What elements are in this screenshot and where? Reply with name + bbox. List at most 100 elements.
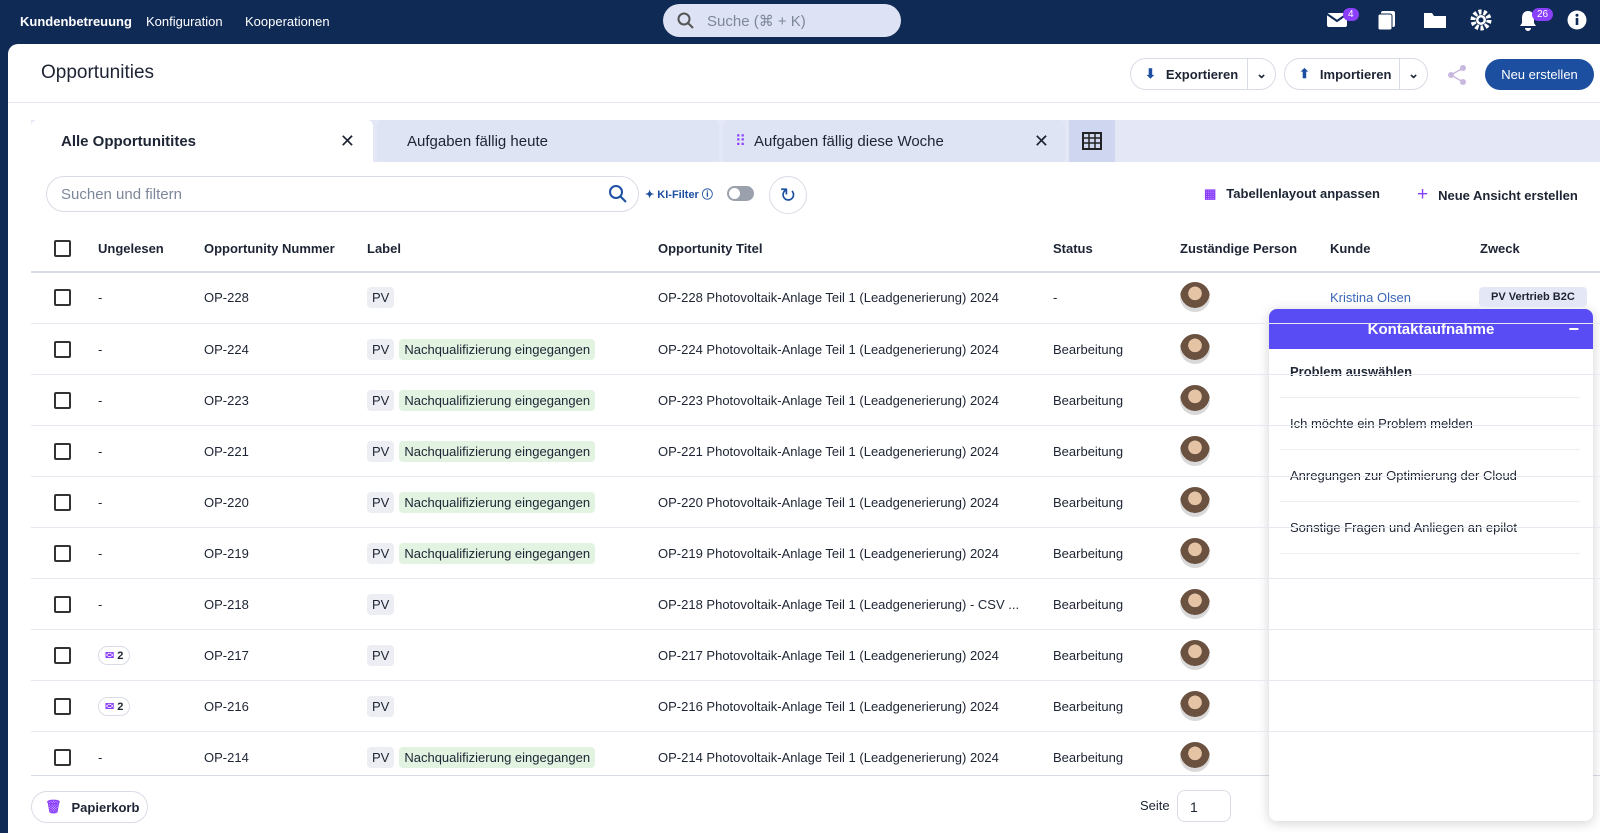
opportunity-number[interactable]: OP-219 — [204, 545, 249, 561]
row-checkbox[interactable] — [54, 646, 71, 664]
row-checkbox[interactable] — [54, 544, 71, 562]
opportunity-title[interactable]: OP-223 Photovoltaik-Anlage Teil 1 (Leadg… — [658, 392, 999, 408]
opportunity-number[interactable]: OP-220 — [204, 494, 249, 510]
row-checkbox[interactable] — [54, 340, 71, 358]
tab[interactable]: ⠿ Aufgaben fällig diese Woche ✕ — [723, 120, 1065, 162]
opportunity-number[interactable]: OP-217 — [204, 647, 249, 663]
ki-toggle[interactable] — [727, 186, 754, 201]
table-row[interactable]: - OP-223 PV Nachqualifizierung eingegangen O… — [31, 374, 1600, 425]
person-cell — [1180, 272, 1210, 322]
unread-badge: ✉ 2 — [98, 696, 131, 716]
opportunity-number[interactable]: OP-214 — [204, 749, 249, 765]
page-title: Opportunities — [41, 62, 155, 83]
nav-link[interactable]: Konfiguration — [146, 14, 223, 29]
opportunity-number[interactable]: OP-223 — [204, 392, 249, 408]
opportunity-title[interactable]: OP-218 Photovoltaik-Anlage Teil 1 (Leadg… — [658, 596, 1020, 612]
minimize-button[interactable]: − — [1568, 318, 1579, 339]
avatar — [1180, 385, 1210, 415]
contact-option[interactable]: Ich möchte ein Problem melden — [1280, 398, 1580, 450]
info-icon[interactable] — [1567, 10, 1587, 30]
column-header[interactable]: Ungelesen — [98, 241, 164, 256]
table-row[interactable]: - OP-218 PV OP-218 Photovoltaik-Anlage Teil… — [31, 578, 1600, 629]
table-row[interactable]: - OP-220 PV Nachqualifizierung eingegangen O… — [31, 476, 1600, 527]
status: Bearbeitung — [1053, 392, 1124, 408]
table-search[interactable]: Suchen und filtern — [46, 176, 639, 212]
checkbox-cell — [54, 375, 71, 425]
opportunity-title[interactable]: OP-228 Photovoltaik-Anlage Teil 1 (Leadg… — [658, 289, 999, 305]
purpose-cell: PV Vertrieb B2C — [1479, 272, 1587, 322]
mail-badge: 4 — [1343, 8, 1359, 21]
new-view-button[interactable]: + Neue Ansicht erstellen — [1417, 184, 1578, 205]
opportunity-title[interactable]: OP-221 Photovoltaik-Anlage Teil 1 (Leadg… — [658, 443, 999, 459]
table-view-button[interactable] — [1069, 120, 1115, 162]
table-row[interactable]: - OP-219 PV Nachqualifizierung eingegangen O… — [31, 527, 1600, 578]
trash-button[interactable]: 🗑 Papierkorb — [31, 791, 148, 823]
share-icon[interactable] — [1446, 64, 1468, 86]
refresh-button[interactable]: ↻ — [769, 176, 807, 214]
tab-label: Aufgaben fällig diese Woche — [754, 132, 944, 150]
docs-icon[interactable] — [1376, 9, 1398, 31]
settings-icon[interactable] — [1470, 9, 1492, 31]
customer[interactable]: Kristina Olsen — [1330, 289, 1411, 305]
column-header[interactable]: Status — [1053, 241, 1093, 256]
customer-cell: Kristina Olsen — [1330, 272, 1411, 322]
row-checkbox[interactable] — [54, 493, 71, 511]
header-checkbox[interactable] — [54, 240, 71, 257]
nav-link[interactable]: Kooperationen — [245, 14, 330, 29]
avatar — [1180, 640, 1210, 670]
table-row[interactable]: - OP-228 PV OP-228 Photovoltaik-Anlage Teil… — [31, 272, 1600, 323]
export-button[interactable]: ⬇ Exportieren ⌄ — [1130, 58, 1276, 90]
opportunity-number[interactable]: OP-218 — [204, 596, 249, 612]
status-cell: Bearbeitung — [1053, 426, 1123, 476]
opportunity-title[interactable]: OP-219 Photovoltaik-Anlage Teil 1 (Leadg… — [658, 545, 999, 561]
tab[interactable]: Alle Opportunitites ✕ — [31, 120, 373, 162]
opportunity-title[interactable]: OP-214 Photovoltaik-Anlage Teil 1 (Leadg… — [658, 749, 999, 765]
row-checkbox[interactable] — [54, 391, 71, 409]
search-icon — [677, 12, 694, 29]
row-checkbox[interactable] — [54, 697, 71, 715]
opportunity-title[interactable]: OP-217 Photovoltaik-Anlage Teil 1 (Leadg… — [658, 647, 999, 663]
row-checkbox[interactable] — [54, 748, 71, 766]
unread-cell: ✉ 2 — [98, 630, 131, 680]
status-cell: Bearbeitung — [1053, 375, 1123, 425]
row-checkbox[interactable] — [54, 442, 71, 460]
column-header[interactable]: Zweck — [1480, 241, 1520, 256]
label-cell: PV — [367, 272, 399, 322]
import-button[interactable]: ⬆ Importieren ⌄ — [1284, 58, 1428, 90]
table-row[interactable]: ✉ 2 OP-216 PV OP-216 Photovoltaik-Anlage Tei… — [31, 680, 1600, 731]
column-header[interactable]: Kunde — [1330, 241, 1371, 256]
label-chip: PV — [367, 389, 395, 411]
opportunity-number[interactable]: OP-216 — [204, 698, 249, 714]
brand[interactable]: Kundenbetreuung — [20, 14, 132, 29]
opportunity-title[interactable]: OP-224 Photovoltaik-Anlage Teil 1 (Leadg… — [658, 341, 999, 357]
column-header[interactable]: Zuständige Person — [1180, 241, 1298, 256]
row-checkbox[interactable] — [54, 595, 71, 613]
opportunity-title[interactable]: OP-216 Photovoltaik-Anlage Teil 1 (Leadg… — [658, 698, 999, 714]
label-cell: PV Nachqualifizierung eingegangen — [367, 426, 600, 476]
status-cell: Bearbeitung — [1053, 324, 1123, 374]
table-row[interactable]: ✉ 2 OP-217 PV OP-217 Photovoltaik-Anlage Tei… — [31, 629, 1600, 680]
row-checkbox[interactable] — [54, 288, 71, 306]
folder-icon[interactable] — [1423, 10, 1447, 30]
opportunity-number[interactable]: OP-224 — [204, 341, 249, 357]
page-input[interactable]: 1 — [1177, 790, 1231, 822]
column-header[interactable]: Opportunity Titel — [658, 241, 763, 256]
opportunity-title[interactable]: OP-220 Photovoltaik-Anlage Teil 1 (Leadg… — [658, 494, 999, 510]
contact-option[interactable]: Anregungen zur Optimierung der Cloud — [1280, 450, 1580, 502]
table-row[interactable]: - OP-221 PV Nachqualifizierung eingegangen O… — [31, 425, 1600, 476]
column-header[interactable]: Label — [367, 241, 401, 256]
table-row[interactable]: - OP-224 PV Nachqualifizierung eingegangen O… — [31, 323, 1600, 374]
global-search[interactable]: Suche (⌘ + K) — [663, 4, 901, 37]
column-header[interactable]: Opportunity Nummer — [204, 241, 335, 256]
tab[interactable]: Aufgaben fällig heute — [377, 120, 719, 162]
layout-button[interactable]: ▦ Tabellenlayout anpassen — [1204, 186, 1380, 201]
checkbox-cell — [54, 630, 71, 680]
table-row[interactable]: - OP-214 PV Nachqualifizierung eingegangen O… — [31, 731, 1600, 782]
create-button[interactable]: Neu erstellen — [1485, 59, 1594, 90]
status-cell: Bearbeitung — [1053, 579, 1123, 629]
checkbox-cell — [54, 528, 71, 578]
ki-filter[interactable]: ✦ KI-Filter ⓘ — [645, 189, 713, 201]
opportunity-number[interactable]: OP-221 — [204, 443, 249, 459]
opportunity-number[interactable]: OP-228 — [204, 289, 249, 305]
